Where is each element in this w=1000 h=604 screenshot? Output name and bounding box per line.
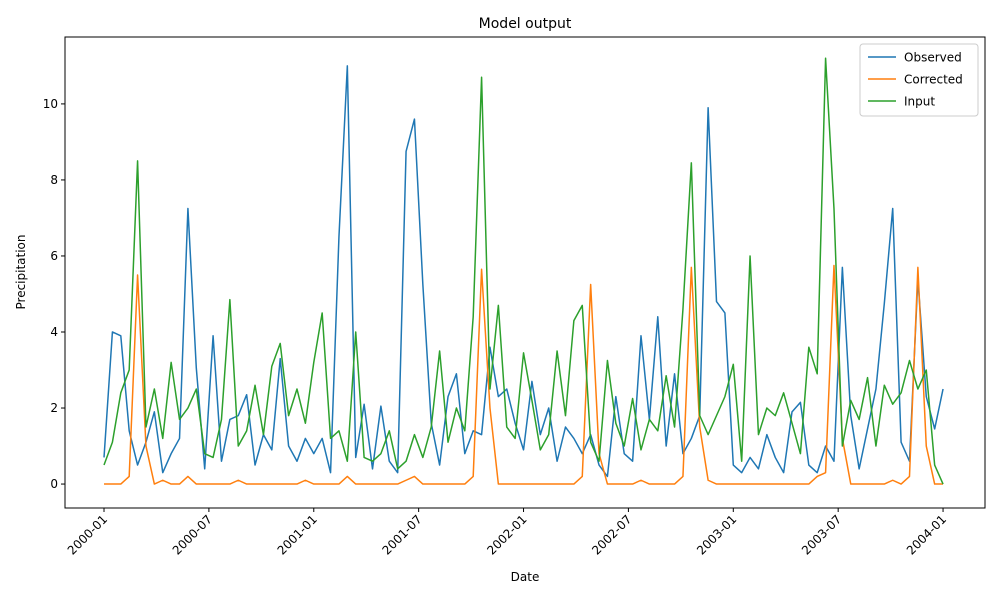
chart-title: Model output [479,16,572,32]
y-tick-label: 0 [50,477,58,491]
plot-frame [64,36,986,509]
legend-box [859,43,979,117]
y-axis-label: Precipitation [14,234,28,309]
y-tick-label: 10 [43,97,58,111]
legend-label: Observed [904,51,962,65]
legend: Observed Corrected Input [859,43,979,117]
y-tick-label: 6 [50,249,58,263]
plot-area [103,57,944,485]
data-line [103,57,944,485]
y-tick-label: 2 [50,401,58,415]
y-tick-label: 8 [50,173,58,187]
legend-label: Input [904,95,935,109]
data-line [104,264,944,485]
x-axis-label: Date [511,570,540,584]
y-tick-label: 4 [50,325,58,339]
legend-label: Corrected [904,73,963,87]
